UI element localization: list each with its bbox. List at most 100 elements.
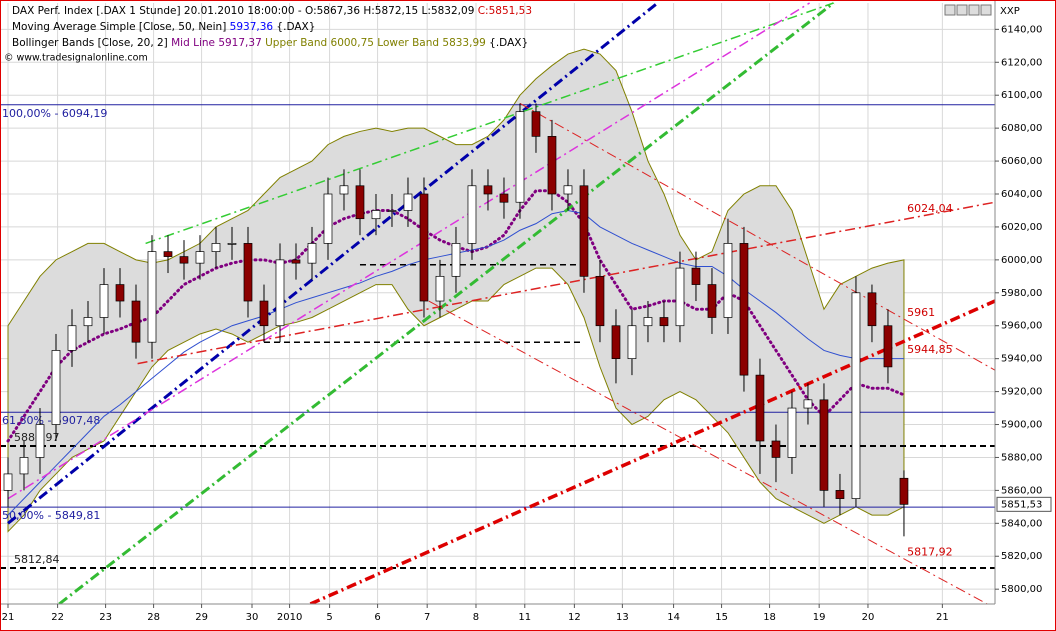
bb-line: Bollinger Bands [Close, 20, 2] Mid Line … bbox=[12, 37, 528, 49]
candle-body bbox=[243, 243, 253, 302]
candle-body bbox=[67, 325, 77, 351]
candle-body bbox=[211, 243, 221, 252]
trend-line bbox=[7, 2, 810, 500]
y-tick-label: 5860,00 bbox=[1001, 485, 1042, 496]
y-tick-label: 6080,00 bbox=[1001, 123, 1042, 134]
level-label: 50,00% - 5849,81 bbox=[2, 509, 100, 522]
candle-body bbox=[179, 256, 189, 264]
candle-body bbox=[867, 292, 877, 327]
x-tick-label: 20 bbox=[862, 612, 875, 623]
candle-body bbox=[35, 424, 45, 458]
x-tick-label: 18 bbox=[763, 612, 776, 623]
y-tick-label: 6120,00 bbox=[1001, 57, 1042, 68]
candle-body bbox=[611, 325, 621, 360]
candle-body bbox=[291, 259, 301, 264]
candle-body bbox=[403, 193, 413, 211]
candle-body bbox=[387, 210, 397, 212]
candle-body bbox=[499, 193, 509, 203]
candle-body bbox=[595, 275, 605, 327]
candle-body bbox=[739, 243, 749, 376]
y-tick-label: 6000,00 bbox=[1001, 255, 1042, 266]
x-tick-label: 5 bbox=[326, 612, 332, 623]
candle-body bbox=[515, 111, 525, 203]
level-label: 100,00% - 6094,19 bbox=[2, 107, 107, 120]
candle-body bbox=[531, 111, 541, 137]
x-tick-label: 2010 bbox=[277, 612, 302, 623]
time-axis-bg bbox=[0, 604, 995, 631]
trend-line bbox=[428, 300, 988, 605]
candle-body bbox=[131, 300, 141, 343]
candle-body bbox=[547, 136, 557, 195]
x-tick-label: 8 bbox=[473, 612, 479, 623]
price-axis-bg bbox=[995, 0, 1056, 631]
x-tick-label: 13 bbox=[616, 612, 629, 623]
candle-body bbox=[307, 243, 317, 264]
candle-body bbox=[227, 243, 237, 245]
x-tick-label: 21 bbox=[936, 612, 949, 623]
candle-body bbox=[723, 243, 733, 318]
candle-body bbox=[627, 325, 637, 360]
y-tick-label: 5840,00 bbox=[1001, 518, 1042, 529]
symbol-code: XXP bbox=[1000, 6, 1020, 17]
candle-body bbox=[819, 399, 829, 491]
candle-body bbox=[643, 317, 653, 327]
ma-line: Moving Average Simple [Close, 50, Nein] … bbox=[12, 21, 315, 33]
candle-body bbox=[355, 185, 365, 220]
trend-line bbox=[309, 299, 996, 606]
candle-body bbox=[147, 251, 157, 343]
y-tick-label: 6020,00 bbox=[1001, 222, 1042, 233]
candle-body bbox=[51, 350, 61, 425]
candle-body bbox=[579, 185, 589, 277]
y-tick-label: 5820,00 bbox=[1001, 551, 1042, 562]
window-buttons[interactable] bbox=[944, 4, 992, 16]
candle-body bbox=[115, 284, 125, 302]
level-label: 5812,84 bbox=[14, 553, 60, 566]
candle-body bbox=[851, 292, 861, 499]
trend-label: 5817,92 bbox=[907, 546, 953, 559]
x-tick-label: 15 bbox=[715, 612, 728, 623]
y-tick-label: 5940,00 bbox=[1001, 354, 1042, 365]
x-tick-label: 23 bbox=[99, 612, 112, 623]
x-tick-label: 6 bbox=[374, 612, 380, 623]
y-tick-label: 5800,00 bbox=[1001, 584, 1042, 595]
y-tick-label: 5900,00 bbox=[1001, 420, 1042, 431]
candle-body bbox=[707, 284, 717, 318]
button[interactable] bbox=[956, 4, 968, 16]
candle-body bbox=[883, 325, 893, 368]
candle-body bbox=[483, 185, 493, 195]
candle-body bbox=[195, 251, 205, 264]
x-tick-label: 19 bbox=[813, 612, 826, 623]
trend-label: 5961 bbox=[907, 306, 935, 319]
trend-label: 6024,04 bbox=[907, 202, 953, 215]
level-label: 61,80% - 5907,48 bbox=[2, 414, 100, 427]
candle-body bbox=[163, 251, 173, 257]
trend-line bbox=[145, 2, 834, 245]
candle-body bbox=[803, 399, 813, 409]
candle-body bbox=[339, 185, 349, 195]
x-tick-label: 14 bbox=[667, 612, 680, 623]
candle-body bbox=[83, 317, 93, 327]
last-price-label: 5851,53 bbox=[1001, 499, 1042, 510]
button[interactable] bbox=[968, 4, 980, 16]
x-tick-label: 22 bbox=[51, 612, 64, 623]
x-tick-label: 12 bbox=[568, 612, 581, 623]
y-tick-label: 6040,00 bbox=[1001, 189, 1042, 200]
candle-body bbox=[755, 374, 765, 442]
candle-body bbox=[835, 490, 845, 499]
button[interactable] bbox=[980, 4, 992, 16]
trend-label: 5944,85 bbox=[907, 343, 953, 356]
plot-area: 100,00% - 6094,19 61,80% - 5907,48 50,00% … bbox=[0, 1, 996, 606]
moving-average bbox=[6, 189, 906, 443]
x-tick-label: 29 bbox=[195, 612, 208, 623]
y-tick-label: 5920,00 bbox=[1001, 387, 1042, 398]
candle-body bbox=[3, 473, 13, 491]
candle-body bbox=[659, 317, 669, 327]
x-tick-label: 7 bbox=[424, 612, 430, 623]
y-tick-label: 6140,00 bbox=[1001, 24, 1042, 35]
candle-body bbox=[371, 210, 381, 220]
button[interactable] bbox=[944, 4, 956, 16]
y-tick-label: 6100,00 bbox=[1001, 90, 1042, 101]
y-tick-label: 5960,00 bbox=[1001, 321, 1042, 332]
candle-body bbox=[451, 243, 461, 277]
